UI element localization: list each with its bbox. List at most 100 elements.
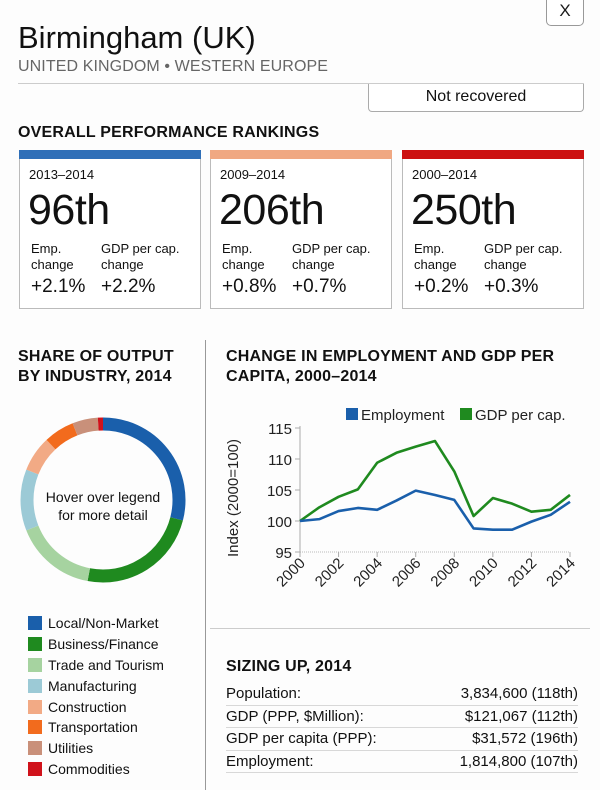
legend-item[interactable]: Business/Finance <box>28 634 164 655</box>
rank-card-color-bar <box>19 150 201 159</box>
chart-legend-swatch <box>460 408 472 420</box>
donut-slice-construction[interactable] <box>26 439 56 475</box>
sizing-label: Population: <box>226 685 302 702</box>
y-tick-label: 115 <box>268 421 292 438</box>
legend-item[interactable]: Manufacturing <box>28 675 164 696</box>
legend-swatch <box>28 699 42 714</box>
legend-item[interactable]: Trade and Tourism <box>28 655 164 676</box>
legend-item[interactable]: Transportation <box>28 717 164 738</box>
sizing-title: SIZING UP, 2014 <box>226 658 352 675</box>
x-tick-label: 2008 <box>427 555 463 591</box>
chart-legend-item[interactable]: Employment <box>346 407 445 424</box>
x-tick-label: 2004 <box>350 555 386 591</box>
sizing-label: GDP (PPP, $Million): <box>226 707 364 725</box>
sizing-table: Population: 3,834,600 (118th) GDP (PPP, $M… <box>226 683 578 773</box>
donut-slice-utilities[interactable] <box>72 417 99 436</box>
sizing-label: GDP per capita (PPP): <box>226 730 377 747</box>
legend-swatch <box>28 761 42 776</box>
sizing-value: 1,814,800 (107th) <box>459 752 578 770</box>
sizing-row: Employment: 1,814,800 (107th) <box>226 751 578 773</box>
rank-card-2000-2014: 2000–2014 250th Emp. change GDP per cap. c… <box>402 150 584 309</box>
sizing-row: GDP (PPP, $Million): $121,067 (112th) <box>226 706 578 728</box>
donut-slice-local-non-market[interactable] <box>102 417 186 521</box>
legend-swatch <box>28 720 42 735</box>
legend-label: Manufacturing <box>48 677 137 694</box>
series-line-employment[interactable] <box>299 489 571 531</box>
gdp-change-label: GDP per cap. change <box>101 241 180 272</box>
close-button[interactable]: X <box>546 0 584 26</box>
y-tick-label: 105 <box>267 483 292 500</box>
y-tick-label: 110 <box>268 452 292 469</box>
legend-swatch <box>28 657 42 672</box>
x-tick-label: 2006 <box>389 555 425 591</box>
header-divider <box>18 83 584 84</box>
rank-value: 206th <box>219 186 325 234</box>
legend-item[interactable]: Commodities <box>28 759 164 780</box>
chart-legend-label: Employment <box>361 407 445 424</box>
emp-change-label: Emp. change <box>222 241 265 272</box>
legend-label: Business/Finance <box>48 636 159 653</box>
y-tick-label: 95 <box>275 545 292 562</box>
legend-label: Trade and Tourism <box>48 656 164 673</box>
share-title: SHARE OF OUTPUT BY INDUSTRY, 2014 <box>18 348 174 385</box>
emp-change-value: +0.2% <box>414 276 469 297</box>
section-vertical-divider <box>205 340 206 790</box>
line-chart-title: CHANGE IN EMPLOYMENT AND GDP PER CAPITA, … <box>226 348 555 385</box>
legend-label: Construction <box>48 698 127 715</box>
legend-label: Transportation <box>48 719 138 736</box>
sizing-value: $31,572 (196th) <box>472 730 578 747</box>
donut-slice-manufacturing[interactable] <box>20 469 39 531</box>
series-line-gdp-per-cap[interactable] <box>299 439 571 523</box>
legend-item[interactable]: Construction <box>28 696 164 717</box>
legend-swatch <box>28 741 42 756</box>
x-tick-label: 2010 <box>466 555 502 591</box>
emp-change-value: +2.1% <box>31 276 86 297</box>
legend-label: Utilities <box>48 740 94 757</box>
sizing-row: GDP per capita (PPP): $31,572 (196th) <box>226 728 578 751</box>
sizing-value: 3,834,600 (118th) <box>460 685 578 702</box>
rank-value: 250th <box>411 186 517 234</box>
industry-donut-chart <box>18 415 188 585</box>
rank-card-2013-2014: 2013–2014 96th Emp. change GDP per cap. ch… <box>19 150 201 309</box>
donut-slice-trade-and-tourism[interactable] <box>26 525 91 582</box>
rankings-title: OVERALL PERFORMANCE RANKINGS <box>18 124 320 141</box>
gdp-change-value: +2.2% <box>101 276 156 297</box>
sizing-row: Population: 3,834,600 (118th) <box>226 683 578 706</box>
emp-change-label: Emp. change <box>31 241 74 272</box>
x-tick-label: 2014 <box>543 555 579 591</box>
chart-legend-item[interactable]: GDP per cap. <box>460 407 566 424</box>
page-title: Birmingham (UK) <box>18 20 256 55</box>
legend-swatch <box>28 678 42 693</box>
y-axis-label: Index (2000=100) <box>225 439 242 557</box>
donut-slice-transportation[interactable] <box>46 423 78 450</box>
rank-period: 2009–2014 <box>220 167 286 182</box>
x-tick-label: 2002 <box>312 555 348 591</box>
industry-legend: Local/Non-Market Business/Finance Trade an… <box>28 613 164 779</box>
rank-period: 2000–2014 <box>412 167 478 182</box>
legend-item[interactable]: Utilities <box>28 738 164 759</box>
chart-legend-swatch <box>346 408 358 420</box>
emp-change-value: +0.8% <box>222 276 277 297</box>
chart-legend-label: GDP per cap. <box>475 407 566 424</box>
legend-swatch <box>28 616 42 631</box>
sizing-value: $121,067 (112th) <box>464 707 578 725</box>
y-tick-label: 100 <box>267 514 292 531</box>
rank-period: 2013–2014 <box>29 167 95 182</box>
x-tick-label: 2012 <box>505 555 541 591</box>
legend-label: Local/Non-Market <box>48 615 159 632</box>
emp-change-label: Emp. change <box>414 241 457 272</box>
gdp-change-label: GDP per cap. change <box>292 241 371 272</box>
gdp-change-label: GDP per cap. change <box>484 241 563 272</box>
rank-card-color-bar <box>402 150 584 159</box>
recovery-status-badge: Not recovered <box>368 84 584 112</box>
donut-center-hint: Hover over legend for more detail <box>45 489 161 523</box>
gdp-change-value: +0.3% <box>484 276 539 297</box>
rank-card-2009-2014: 2009–2014 206th Emp. change GDP per cap. c… <box>210 150 392 309</box>
section-horizontal-divider <box>210 628 590 629</box>
legend-item[interactable]: Local/Non-Market <box>28 613 164 634</box>
donut-slice-business-finance[interactable] <box>87 517 183 583</box>
rank-value: 96th <box>28 186 110 234</box>
legend-label: Commodities <box>48 760 130 777</box>
gdp-change-value: +0.7% <box>292 276 347 297</box>
